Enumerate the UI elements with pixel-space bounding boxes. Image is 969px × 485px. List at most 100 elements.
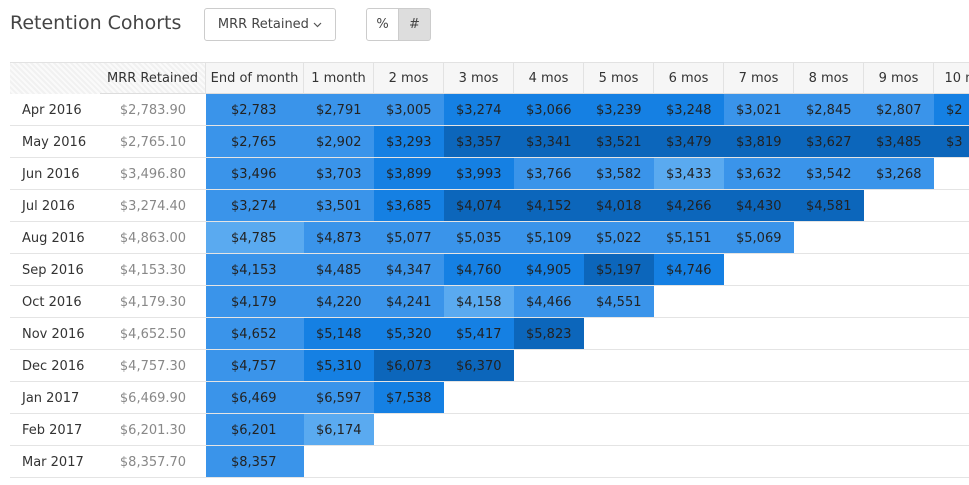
- cohort-cell: $3,685: [374, 190, 444, 222]
- cohort-cell: $4,551: [584, 286, 654, 318]
- mrr-value: $2,783.90: [119, 102, 187, 118]
- cohort-cell: $5,320: [374, 318, 444, 350]
- cohort-cell: $5,022: [584, 222, 654, 254]
- cohort-cell: $2: [934, 94, 969, 126]
- row-label: May 2016: [22, 134, 87, 150]
- cohort-cell: $6,073: [374, 350, 444, 382]
- row-label: Aug 2016: [22, 230, 85, 246]
- mrr-value: $4,153.30: [119, 262, 187, 278]
- cohort-cell: $4,466: [514, 286, 584, 318]
- metric-dropdown[interactable]: MRR Retained: [204, 8, 336, 41]
- cohort-cell: $4,018: [584, 190, 654, 222]
- row-label: Apr 2016: [22, 102, 82, 118]
- row-divider: [10, 125, 969, 126]
- cohort-cell: $4,430: [724, 190, 794, 222]
- mrr-value: $6,469.90: [119, 390, 187, 406]
- cohort-cell: $4,746: [654, 254, 724, 286]
- cohort-cell: $5,109: [514, 222, 584, 254]
- cohort-cell: $3,766: [514, 158, 584, 190]
- cohort-cell: $5,035: [444, 222, 514, 254]
- title: Retention Cohorts: [10, 12, 182, 34]
- cohort-cell: $3,521: [584, 126, 654, 158]
- row-label: Sep 2016: [22, 262, 84, 278]
- row-divider: [10, 317, 969, 318]
- cohort-cell: $4,241: [374, 286, 444, 318]
- mrr-value: $4,179.30: [119, 294, 187, 310]
- cohort-cell: $6,370: [444, 350, 514, 382]
- row-label: Nov 2016: [22, 326, 85, 342]
- column-header: 4 mos: [514, 62, 584, 94]
- cohort-cell: $6,469: [206, 382, 304, 414]
- cohort-cell: $3,293: [374, 126, 444, 158]
- cohort-cell: $4,905: [514, 254, 584, 286]
- cohort-cell: $3,632: [724, 158, 794, 190]
- cohort-cell: $6,174: [304, 414, 374, 446]
- row-label: Oct 2016: [22, 294, 82, 310]
- mrr-value: $4,863.00: [119, 230, 187, 246]
- number-toggle[interactable]: #: [398, 8, 431, 41]
- cohort-cell: $3,433: [654, 158, 724, 190]
- cohort-cell: $2,845: [794, 94, 864, 126]
- cohort-cell: $3: [934, 126, 969, 158]
- row-label: Jul 2016: [22, 198, 75, 214]
- cohort-cell: $5,417: [444, 318, 514, 350]
- column-header: 10 mos: [934, 62, 969, 94]
- cohort-cell: $2,791: [304, 94, 374, 126]
- percent-toggle[interactable]: %: [366, 8, 399, 41]
- column-header: 2 mos: [374, 62, 444, 94]
- cohort-cell: $3,485: [864, 126, 934, 158]
- row-divider: [10, 253, 969, 254]
- mrr-value: $4,757.30: [119, 358, 187, 374]
- cohort-cell: $3,021: [724, 94, 794, 126]
- cohort-cell: $4,760: [444, 254, 514, 286]
- cohort-cell: $3,479: [654, 126, 724, 158]
- cohort-cell: $5,077: [374, 222, 444, 254]
- cohort-cell: $3,248: [654, 94, 724, 126]
- cohort-cell: $5,151: [654, 222, 724, 254]
- mrr-value: $2,765.10: [119, 134, 187, 150]
- row-divider: [10, 477, 969, 478]
- column-header: 1 month: [304, 62, 374, 94]
- cohort-cell: $3,239: [584, 94, 654, 126]
- cohort-cell: $3,357: [444, 126, 514, 158]
- cohort-cell: $3,005: [374, 94, 444, 126]
- cohort-cell: $5,148: [304, 318, 374, 350]
- cohort-cell: $3,268: [864, 158, 934, 190]
- row-divider: [10, 381, 969, 382]
- cohort-cell: $6,597: [304, 382, 374, 414]
- cohort-cell: $4,757: [206, 350, 304, 382]
- cohort-cell: $4,581: [794, 190, 864, 222]
- cohort-cell: $3,066: [514, 94, 584, 126]
- dropdown-label: MRR Retained: [217, 17, 309, 32]
- column-header: 6 mos: [654, 62, 724, 94]
- cohort-cell: $5,823: [514, 318, 584, 350]
- mrr-value: $3,274.40: [119, 198, 187, 214]
- row-divider: [10, 189, 969, 190]
- cohort-cell: $5,069: [724, 222, 794, 254]
- row-divider: [10, 445, 969, 446]
- cohort-cell: $5,197: [584, 254, 654, 286]
- mrr-value: $4,652.50: [119, 326, 187, 342]
- row-divider: [10, 157, 969, 158]
- cohort-cell: $3,274: [444, 94, 514, 126]
- cohort-cell: $3,542: [794, 158, 864, 190]
- row-divider: [10, 221, 969, 222]
- column-header: 9 mos: [864, 62, 934, 94]
- cohort-cell: $3,496: [206, 158, 304, 190]
- cohort-cell: $7,538: [374, 382, 444, 414]
- column-header: 5 mos: [584, 62, 654, 94]
- cohort-cell: $2,783: [206, 94, 304, 126]
- cohort-cell: $3,582: [584, 158, 654, 190]
- cohort-cell: $2,902: [304, 126, 374, 158]
- column-header: MRR Retained: [100, 62, 206, 94]
- cohort-cell: $2,807: [864, 94, 934, 126]
- row-label: Jan 2017: [22, 390, 80, 406]
- row-label: Mar 2017: [22, 454, 84, 470]
- cohort-cell: $3,501: [304, 190, 374, 222]
- cohort-cell: $4,652: [206, 318, 304, 350]
- cohort-cell: $4,785: [206, 222, 304, 254]
- cohort-cell: $4,347: [374, 254, 444, 286]
- cohort-cell: $4,266: [654, 190, 724, 222]
- mrr-value: $6,201.30: [119, 422, 187, 438]
